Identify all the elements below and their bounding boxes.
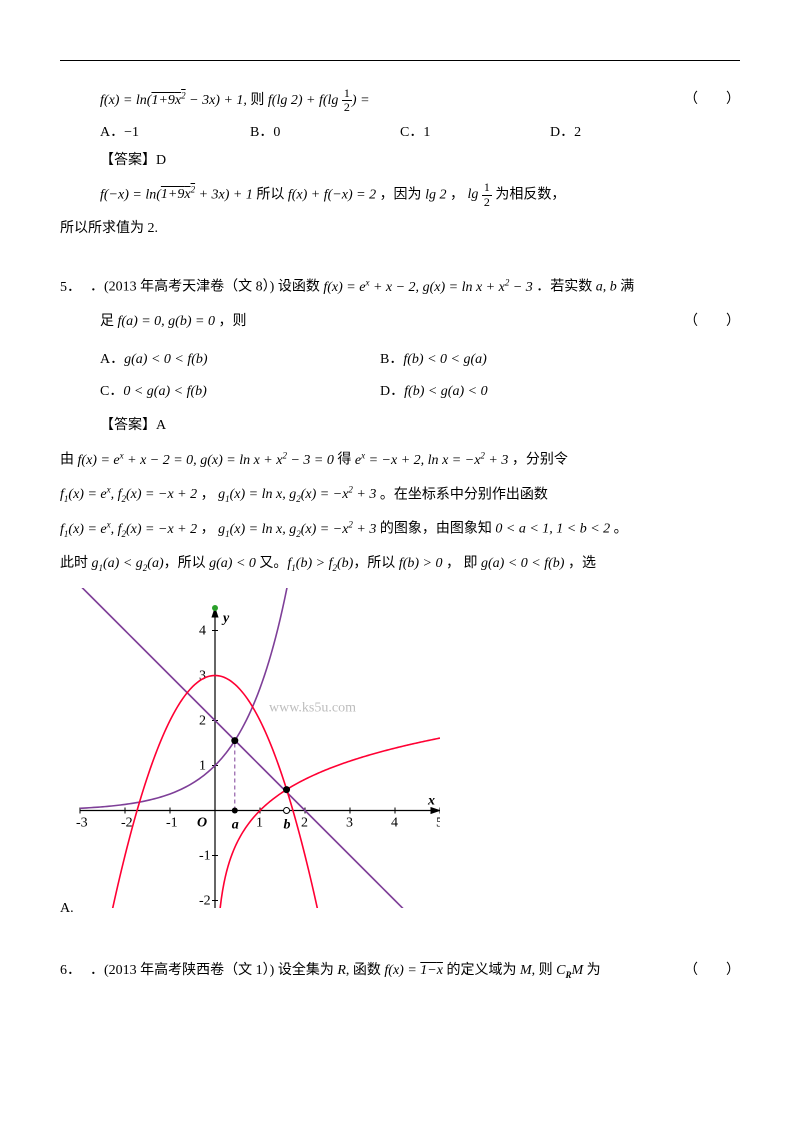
svg-text:3: 3 (346, 815, 353, 830)
q4-explain-2: 所以所求值为 2. (60, 215, 740, 243)
svg-text:-2: -2 (121, 815, 133, 830)
q4-stem: f(x) = ln(1+9x2 − 3x) + 1, 则 f(lg 2) + f… (100, 86, 740, 115)
svg-text:y: y (221, 611, 230, 626)
svg-text:-1: -1 (166, 815, 178, 830)
svg-text:b: b (284, 817, 291, 832)
svg-text:www.ks5u.com: www.ks5u.com (269, 700, 356, 715)
svg-text:4: 4 (199, 623, 206, 638)
q5-answer: 【答案】A (100, 412, 740, 440)
svg-text:-1: -1 (199, 848, 211, 863)
q5-explain-4: 此时 g1(a) < g2(a)，所以 g(a) < 0 又。f1(b) > f… (60, 550, 740, 578)
q5-stem-2: 足 f(a) = 0, g(b) = 0 ，则 （ ） (100, 308, 740, 336)
q4-opt-a: A．−1 (100, 121, 250, 141)
q5-opt-d: D．f(b) < g(a) < 0 (380, 380, 660, 400)
q4-blank: （ ） (684, 86, 740, 114)
svg-text:-3: -3 (76, 815, 88, 830)
svg-text:1: 1 (256, 815, 263, 830)
q5-options-row1: A．g(a) < 0 < f(b) B．f(b) < 0 < g(a) (100, 348, 740, 368)
q4-opt-c: C．1 (400, 121, 550, 141)
q4-answer: 【答案】D (100, 147, 740, 175)
q6-blank: （ ） (684, 957, 740, 985)
q4-opt-d: D．2 (550, 121, 700, 141)
q5-chart: -3-2-112345-2-11234Oxywww.ks5u.comab (60, 588, 740, 913)
q5-explain-1: 由 f(x) = ex + x − 2 = 0, g(x) = ln x + x… (60, 446, 740, 475)
q5-opt-c: C．0 < g(a) < f(b) (100, 380, 380, 400)
q5-stem-1: 5．．(2013 年高考天津卷（文 8）) 设函数 f(x) = ex + x … (60, 273, 740, 302)
q6-stem: 6．．(2013 年高考陕西卷（文 1）) 设全集为 R, 函数 f(x) = … (60, 957, 740, 985)
svg-text:2: 2 (301, 815, 308, 830)
q5-explain-3: f1(x) = ex, f2(x) = −x + 2 ， g1(x) = ln … (60, 515, 740, 544)
q5-explain-5: A. (60, 895, 740, 923)
svg-text:O: O (197, 815, 207, 830)
q4-options: A．−1 B．0 C．1 D．2 (100, 121, 740, 141)
svg-text:x: x (427, 793, 435, 808)
q5-blank: （ ） (684, 308, 740, 336)
q5-options-row2: C．0 < g(a) < f(b) D．f(b) < g(a) < 0 (100, 380, 740, 400)
q4-opt-b: B．0 (250, 121, 400, 141)
q4-explain-1: f(−x) = ln(1+9x2 + 3x) + 1 所以 f(x) + f(−… (100, 181, 740, 210)
svg-text:1: 1 (199, 758, 206, 773)
svg-text:5: 5 (436, 815, 440, 830)
q5-opt-b: B．f(b) < 0 < g(a) (380, 348, 660, 368)
svg-text:a: a (232, 817, 239, 832)
svg-text:2: 2 (199, 713, 206, 728)
q5-opt-a: A．g(a) < 0 < f(b) (100, 348, 380, 368)
svg-text:4: 4 (391, 815, 398, 830)
q5-explain-2: f1(x) = ex, f2(x) = −x + 2 ， g1(x) = ln … (60, 481, 740, 510)
